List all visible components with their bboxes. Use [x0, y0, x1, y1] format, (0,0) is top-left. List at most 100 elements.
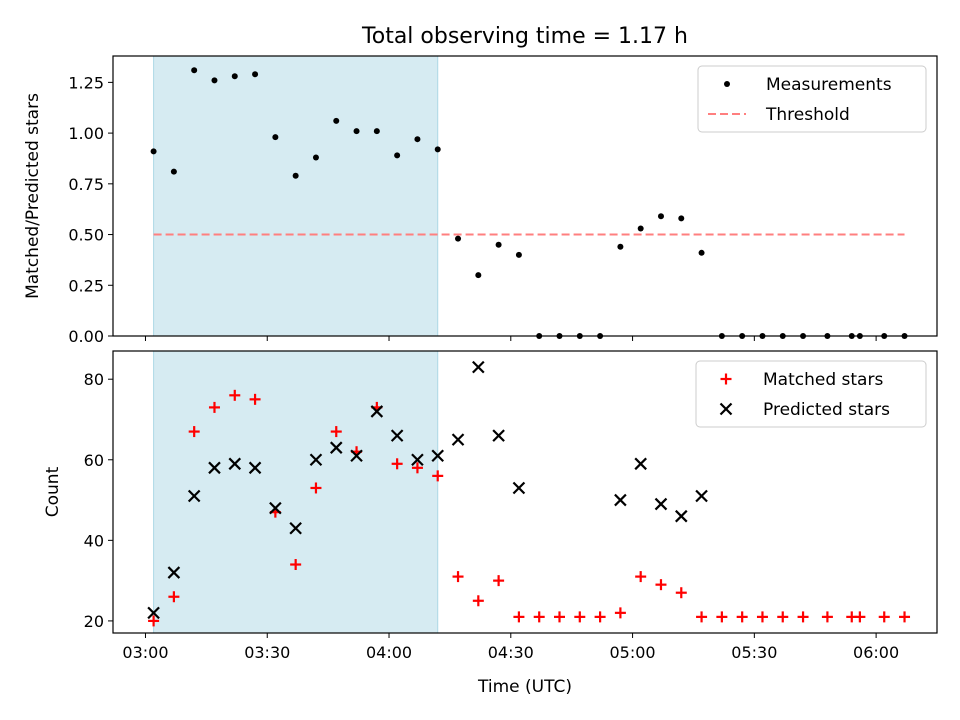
predicted-marker-b: [654, 497, 668, 511]
predicted-marker-b: [674, 509, 688, 523]
top-x-ticks: [144, 336, 877, 341]
measurement-point: [312, 154, 319, 161]
predicted-star-marker: [370, 405, 384, 418]
matched-star-marker: [391, 458, 403, 470]
matched-star-marker: [168, 591, 180, 603]
shaded-span: [153, 351, 438, 633]
measurement-point: [475, 272, 482, 279]
y-tick-label: 0.50: [68, 226, 104, 245]
bottom-legend: Matched stars Predicted stars: [695, 360, 927, 428]
predicted-star-marker: [269, 501, 282, 515]
y-tick-label: 1.00: [68, 124, 104, 143]
top-panel: 0.00 0.25 0.50 0.75 1.00 1.25 Matched/Predict…: [23, 55, 938, 346]
bottom-y-ticks: 20 40 60 80: [84, 370, 113, 631]
predicted-marker-b: [431, 449, 445, 463]
matched-star-markers: [148, 389, 911, 627]
measurement-point: [211, 77, 218, 84]
predicted-marker-b: [248, 461, 262, 475]
predicted-star-marker: [472, 360, 485, 374]
chart-title: Total observing time = 1.17 h: [361, 24, 688, 49]
x-tick-label: 03:30: [244, 643, 290, 662]
measurement-point: [231, 73, 238, 80]
measurement-point: [617, 243, 624, 250]
matched-star-marker: [310, 482, 322, 494]
matched-star-marker: [513, 611, 525, 623]
predicted-star-marker: [167, 566, 181, 579]
matched-star-marker: [899, 611, 911, 623]
matched-star-marker: [330, 426, 342, 438]
legend-matched-label: Matched stars: [763, 370, 883, 390]
predicted-marker-b: [167, 566, 181, 579]
measurement-point: [515, 251, 522, 258]
y-tick-label: 80: [84, 370, 104, 389]
matched-star-marker: [533, 611, 545, 623]
predicted-marker-b: [208, 461, 221, 475]
y-tick-label: 60: [84, 451, 104, 470]
matched-star-marker: [411, 462, 423, 474]
predicted-marker-b: [269, 501, 282, 515]
legend-threshold-label: Threshold: [765, 105, 850, 125]
matched-star-marker: [574, 611, 586, 623]
predicted-marker-b: [451, 433, 465, 446]
predicted-marker-b: [350, 449, 363, 463]
predicted-marker-b: [309, 453, 323, 467]
measurement-point: [191, 67, 198, 74]
measurement-point: [698, 249, 705, 256]
measurement-point: [637, 225, 644, 232]
measurement-point: [353, 128, 360, 135]
legend-box: [695, 360, 927, 428]
measurement-point: [292, 172, 299, 179]
matched-star-marker: [432, 470, 444, 482]
predicted-star-marker: [309, 453, 323, 467]
predicted-star-marker: [289, 521, 302, 535]
measurement-point: [394, 152, 401, 159]
x-tick-label: 05:00: [610, 643, 656, 662]
predicted-marker-b: [289, 521, 302, 535]
predicted-marker-b: [390, 429, 404, 442]
x-tick-label: 03:00: [122, 643, 168, 662]
measurement-points: [150, 67, 908, 339]
legend-predicted-marker-b: [719, 402, 733, 416]
bottom-y-axis-label: Count: [43, 466, 63, 517]
top-legend: Measurements Threshold: [697, 65, 927, 133]
matched-star-marker: [821, 611, 833, 623]
predicted-star-marker: [187, 489, 201, 503]
predicted-marker-b: [634, 457, 647, 471]
y-tick-label: 0.00: [68, 327, 104, 346]
measurement-point: [657, 213, 664, 220]
predicted-star-marker: [654, 497, 668, 511]
x-tick-label: 05:30: [731, 643, 777, 662]
bottom-axes-frame: [112, 350, 938, 634]
predicted-marker-b: [329, 441, 343, 454]
legend-measurements-label: Measurements: [766, 75, 892, 95]
matched-star-marker: [208, 401, 220, 413]
measurement-point: [272, 134, 279, 141]
predicted-marker-b: [695, 489, 708, 503]
matched-star-marker: [594, 611, 606, 623]
predicted-star-marker: [350, 449, 363, 463]
predicted-marker-b: [187, 489, 201, 503]
measurement-point: [333, 117, 340, 124]
x-tick-label: 06:00: [853, 643, 899, 662]
matched-star-marker: [472, 595, 484, 607]
measurement-point: [455, 235, 462, 242]
predicted-star-markers: [147, 360, 708, 620]
legend-box: [697, 65, 927, 133]
measurement-point: [252, 71, 259, 78]
matched-star-marker: [716, 611, 728, 623]
matched-star-marker: [493, 575, 505, 587]
measurement-point: [414, 136, 421, 143]
matched-star-marker: [878, 611, 890, 623]
top-y-axis-label: Matched/Predicted stars: [23, 93, 43, 299]
matched-star-marker: [290, 559, 302, 571]
y-tick-label: 1.25: [68, 73, 104, 92]
matched-star-marker: [675, 587, 687, 599]
matched-star-marker: [188, 426, 200, 438]
predicted-star-marker: [614, 493, 627, 507]
measurement-point: [373, 128, 380, 135]
bottom-x-ticks: 03:00 03:30 04:00 04:30 05:00 05:30 06:00: [122, 633, 899, 662]
predicted-marker-b: [411, 453, 424, 467]
y-tick-label: 40: [84, 531, 104, 550]
